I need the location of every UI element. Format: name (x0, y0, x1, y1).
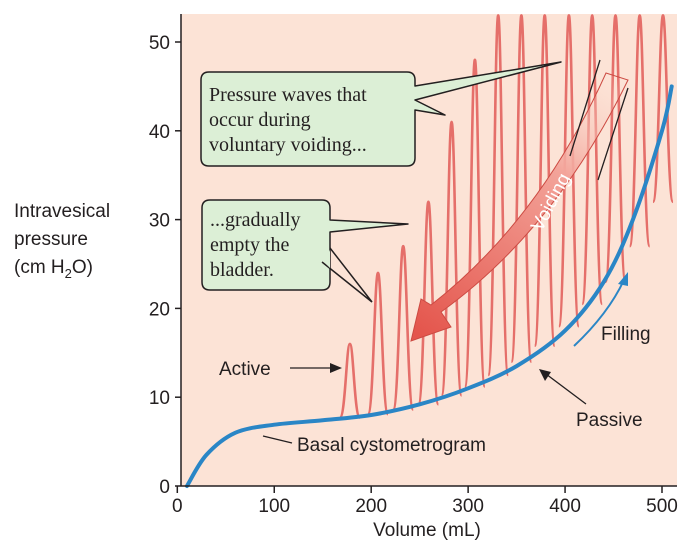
passive-curve (185, 84, 674, 488)
active-wave (338, 342, 362, 419)
callout-1-line-1: Pressure waves that (209, 84, 367, 106)
basal-label: Basal cystometrogram (297, 435, 486, 456)
voiding-arrow (410, 72, 629, 342)
active-wave (628, 14, 651, 248)
voiding-pointer-line (569, 59, 601, 157)
callout-2-line-3: bladder. (210, 259, 274, 281)
x-axis-label: Volume (mL) (373, 520, 481, 541)
y-tick-label: 10 (149, 388, 170, 409)
filling-arrow-head (618, 272, 628, 286)
voiding-pointer-line (597, 87, 629, 181)
x-axis-ticks: 0 100 200 300 400 500 (172, 486, 678, 517)
active-pointer-head (330, 363, 342, 373)
active-waves (338, 14, 675, 419)
y-tick-label: 20 (149, 299, 170, 320)
y-tick-label: 0 (159, 477, 170, 498)
active-wave (510, 14, 533, 363)
active-wave (533, 14, 556, 347)
filling-label: Filling (601, 324, 651, 345)
y-axis-ticks: 0 10 20 30 40 50 (149, 33, 181, 498)
y-axis-label-line-3: (cm H2O) (14, 257, 93, 281)
active-label: Active (219, 359, 271, 380)
basal-pointer (262, 435, 293, 444)
active-wave (651, 14, 675, 204)
x-tick-label: 100 (258, 496, 290, 517)
active-wave (580, 14, 604, 306)
active-wave (486, 14, 510, 377)
y-axis-label-line-1: Intravesical (14, 201, 111, 222)
callout-2-line-1: ...gradually (210, 209, 301, 231)
active-wave (417, 200, 440, 406)
active-wave (391, 244, 415, 411)
x-tick-label: 500 (646, 496, 678, 517)
x-tick-label: 200 (355, 496, 387, 517)
active-wave (440, 120, 463, 397)
filling-arrow (573, 279, 625, 347)
passive-pointer-head (539, 369, 551, 381)
x-tick-label: 300 (452, 496, 484, 517)
active-wave (463, 58, 487, 388)
callout-1-line-3: voluntary voiding... (209, 134, 367, 156)
active-wave (557, 14, 581, 328)
y-tick-label: 40 (149, 122, 170, 143)
active-wave (366, 271, 390, 416)
y-axis-label: Intravesical pressure (cm H2O) (14, 198, 110, 288)
y-axis-label-line-2: pressure (14, 229, 88, 250)
callout-2-line-2: empty the (210, 234, 290, 256)
x-tick-label: 400 (549, 496, 581, 517)
callout-box-2: ...gradually empty the bladder. (201, 199, 409, 303)
x-tick-label: 0 (172, 496, 183, 517)
passive-label: Passive (576, 410, 643, 431)
active-wave (604, 14, 627, 284)
callout-1-line-2: occur during (209, 109, 311, 131)
y-tick-label: 30 (149, 211, 170, 232)
y-tick-label: 50 (149, 33, 170, 54)
passive-pointer (545, 373, 587, 405)
callout-box-1: Pressure waves that occur during volunta… (200, 61, 562, 167)
